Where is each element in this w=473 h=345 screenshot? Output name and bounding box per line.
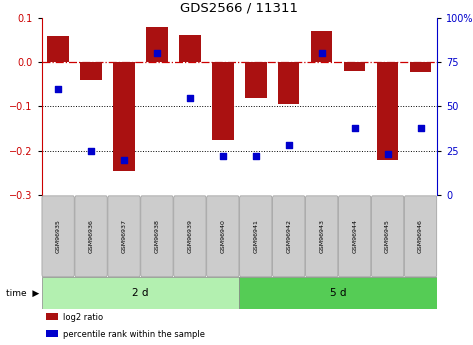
Text: GSM96939: GSM96939 <box>187 219 193 253</box>
FancyBboxPatch shape <box>75 196 107 277</box>
FancyBboxPatch shape <box>174 196 206 277</box>
Text: GSM96936: GSM96936 <box>88 219 94 253</box>
Text: GSM96940: GSM96940 <box>220 219 225 253</box>
Text: log2 ratio: log2 ratio <box>63 313 103 322</box>
Text: GSM96941: GSM96941 <box>254 219 258 253</box>
FancyBboxPatch shape <box>141 196 173 277</box>
FancyBboxPatch shape <box>240 196 272 277</box>
Point <box>219 153 227 159</box>
Text: GSM96935: GSM96935 <box>56 219 61 253</box>
Point <box>54 86 62 91</box>
Bar <box>278 62 299 104</box>
Point <box>417 125 424 130</box>
Point <box>186 95 193 100</box>
Text: GSM96943: GSM96943 <box>319 219 324 253</box>
Bar <box>311 31 333 62</box>
FancyBboxPatch shape <box>42 196 74 277</box>
Text: GSM96937: GSM96937 <box>122 219 126 253</box>
Bar <box>42 277 239 309</box>
Text: GDS2566 / 11311: GDS2566 / 11311 <box>180 1 298 14</box>
Text: GSM96942: GSM96942 <box>286 219 291 253</box>
Text: percentile rank within the sample: percentile rank within the sample <box>63 330 205 339</box>
Bar <box>46 330 58 337</box>
Bar <box>47 36 69 62</box>
FancyBboxPatch shape <box>339 196 371 277</box>
Text: 5 d: 5 d <box>330 288 346 298</box>
Point <box>252 153 260 159</box>
FancyBboxPatch shape <box>306 196 338 277</box>
Text: GSM96946: GSM96946 <box>418 219 423 253</box>
Bar <box>245 62 266 98</box>
Bar <box>239 277 437 309</box>
FancyBboxPatch shape <box>108 196 140 277</box>
Text: time  ▶: time ▶ <box>6 288 39 297</box>
FancyBboxPatch shape <box>207 196 239 277</box>
Bar <box>410 62 431 72</box>
Bar <box>179 35 201 62</box>
Bar <box>344 62 365 71</box>
Point <box>153 51 161 56</box>
Point <box>318 51 325 56</box>
Bar <box>80 62 102 80</box>
Bar <box>46 313 58 320</box>
FancyBboxPatch shape <box>404 196 437 277</box>
FancyBboxPatch shape <box>371 196 404 277</box>
Point <box>120 157 128 162</box>
FancyBboxPatch shape <box>272 196 305 277</box>
Point <box>87 148 95 154</box>
Bar <box>377 62 398 159</box>
Text: 2 d: 2 d <box>132 288 149 298</box>
Text: GSM96938: GSM96938 <box>155 219 159 253</box>
Point <box>351 125 359 130</box>
Bar <box>212 62 234 140</box>
Bar <box>114 62 135 170</box>
Point <box>285 142 292 148</box>
Bar <box>146 27 167 62</box>
Point <box>384 151 391 157</box>
Text: GSM96945: GSM96945 <box>385 219 390 253</box>
Text: GSM96944: GSM96944 <box>352 219 357 253</box>
